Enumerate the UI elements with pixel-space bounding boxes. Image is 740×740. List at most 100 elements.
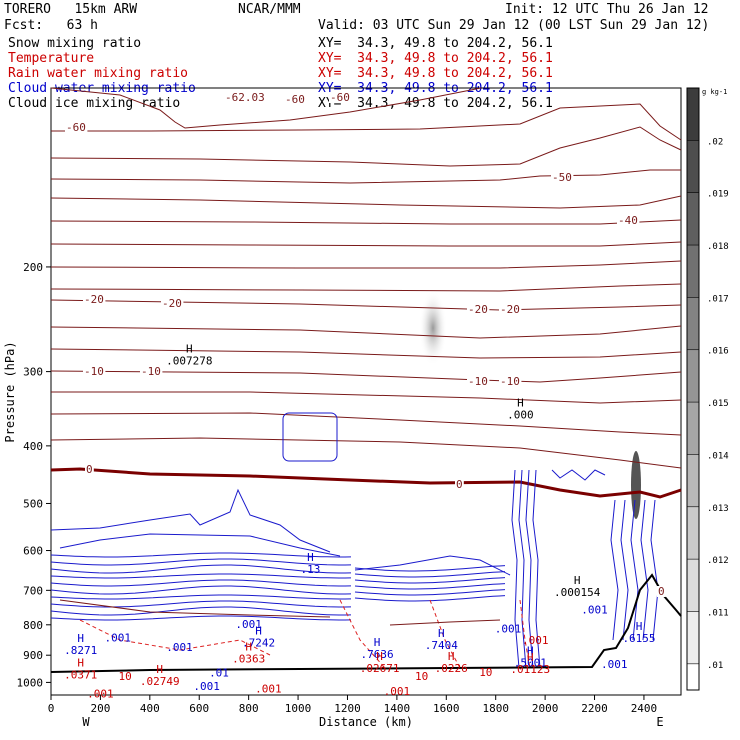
temperature-contour-label: -40 xyxy=(618,214,638,227)
colorbar-tick-label: .017 xyxy=(707,294,729,304)
temperature-contour-label: -10 xyxy=(468,375,488,388)
temperature-contour-label: 0 xyxy=(86,463,93,476)
temperature-label-bg xyxy=(284,94,307,105)
cloud-water-contour xyxy=(50,564,352,574)
colorbar-band xyxy=(687,88,699,141)
temperature-label-bg xyxy=(499,304,522,315)
cloud-water-contour xyxy=(50,488,331,553)
cloud-water-contour xyxy=(282,412,338,462)
cloud-water-contour xyxy=(354,583,506,590)
extremum-symbol: H xyxy=(77,657,84,670)
temperature-label-bg xyxy=(140,366,163,377)
temperature-contour-label: -60 xyxy=(66,121,86,134)
colorbar-tick-label: .019 xyxy=(707,190,729,200)
cloud-ice-region xyxy=(631,451,641,519)
x-tick-label: 200 xyxy=(90,702,110,715)
cloud-water-contour xyxy=(630,499,639,641)
y-tick-label: 300 xyxy=(23,366,43,379)
colorbar-band xyxy=(687,245,699,298)
cloud-water-contour xyxy=(354,555,511,576)
colorbar-band xyxy=(687,402,699,455)
temperature-contour xyxy=(50,195,682,209)
x-tick-label: 400 xyxy=(140,702,160,715)
extremum-value: .7242 xyxy=(242,636,275,649)
colorbar-band xyxy=(687,297,699,351)
cloud-water-contour xyxy=(640,499,649,641)
x-tick-label: 1800 xyxy=(482,702,509,715)
extremum-value: .001 xyxy=(581,603,608,616)
cloud-water-contour xyxy=(50,579,352,587)
x-tick-label: 800 xyxy=(239,702,259,715)
colorbar-tick-label: .018 xyxy=(707,242,729,252)
y-tick-label: 200 xyxy=(23,261,43,274)
extremum-value: .001 xyxy=(193,680,220,693)
cloud-water-contour xyxy=(620,499,629,641)
temperature-contour-label: -20 xyxy=(468,303,488,316)
temperature-contour xyxy=(50,437,682,469)
rain-water-contour xyxy=(519,599,531,669)
cloud-ice-region xyxy=(419,290,447,366)
y-tick-label: 700 xyxy=(23,584,43,597)
extremum-value: .001 xyxy=(495,623,522,636)
colorbar-unit: g kg-1 xyxy=(702,88,727,96)
legend-label: Temperature xyxy=(8,51,95,66)
extremum-value: .001 xyxy=(104,631,131,644)
cloud-water-contour xyxy=(525,469,534,669)
extremum-value: .0371 xyxy=(64,669,97,682)
temperature-contour xyxy=(50,87,482,129)
extremum-symbol: H xyxy=(156,663,163,676)
cloud-water-contour xyxy=(50,552,352,558)
x-tick-label: 2200 xyxy=(581,702,608,715)
center-title: NCAR/MMM xyxy=(238,2,301,17)
extremum-value: .001 xyxy=(384,685,411,698)
x-axis-label: Distance (km) xyxy=(319,715,413,729)
colorbar-tick-label: .012 xyxy=(707,556,729,566)
cloud-water-contour xyxy=(511,469,520,669)
colorbar-band xyxy=(687,611,699,665)
init-time: Init: 12 UTC Thu 26 Jan 12 xyxy=(505,2,709,17)
cloud-water-contour xyxy=(50,558,352,566)
temperature-label-bg xyxy=(224,92,267,103)
freezing-level-contour xyxy=(50,467,682,499)
colorbar-tick-label: .01 xyxy=(707,661,723,671)
extremum-value: .0226 xyxy=(435,662,468,675)
colorbar-tick-label: .011 xyxy=(707,608,729,618)
extremum-value: .6155 xyxy=(622,632,655,645)
y-axis-label: Pressure (hPa) xyxy=(3,341,17,442)
cloud-water-contour xyxy=(354,565,506,572)
cloud-water-contour xyxy=(50,615,352,621)
cloud-water-contour xyxy=(50,606,352,616)
colorbar-tick-label: .02 xyxy=(707,137,723,147)
legend-xy: XY= 34.3, 49.8 to 204.2, 56.1 xyxy=(318,51,553,66)
extremum-value: .001 xyxy=(235,618,262,631)
temperature-contour xyxy=(50,299,682,311)
y-tick-label: 400 xyxy=(23,440,43,453)
x-tick-label: 2000 xyxy=(532,702,559,715)
colorbar-band xyxy=(687,349,699,403)
temperature-label-bg xyxy=(329,92,352,103)
extremum-value: .0363 xyxy=(232,652,265,665)
extremum-value: .001 xyxy=(255,683,282,696)
cloud-water-contour xyxy=(518,469,527,669)
cloud-water-contour xyxy=(50,600,352,608)
temperature-contour-label: -20 xyxy=(84,293,104,306)
legend-label: Rain water mixing ratio xyxy=(8,66,189,81)
temperature-contour xyxy=(50,283,682,292)
temperature-contour xyxy=(50,169,681,184)
temperature-contour xyxy=(50,412,682,436)
extremum-symbol: H xyxy=(77,632,84,645)
temperature-contour xyxy=(50,126,682,167)
temperature-contour xyxy=(50,241,682,247)
cloud-water-contour xyxy=(50,573,352,579)
temperature-label-bg xyxy=(83,294,106,305)
temperature-contour-label: -20 xyxy=(500,303,520,316)
extremum-value: .01 xyxy=(209,667,229,680)
cloud-water-contour xyxy=(532,469,541,669)
colorbar-tick-label: .013 xyxy=(707,504,729,514)
extremum-symbol: H xyxy=(307,551,314,564)
temperature-contour xyxy=(50,219,682,225)
extremum-symbol: H xyxy=(574,574,581,587)
temperature-contour-label: -20 xyxy=(162,297,182,310)
temperature-label-bg xyxy=(85,464,94,475)
temperature-label-bg xyxy=(65,122,88,133)
